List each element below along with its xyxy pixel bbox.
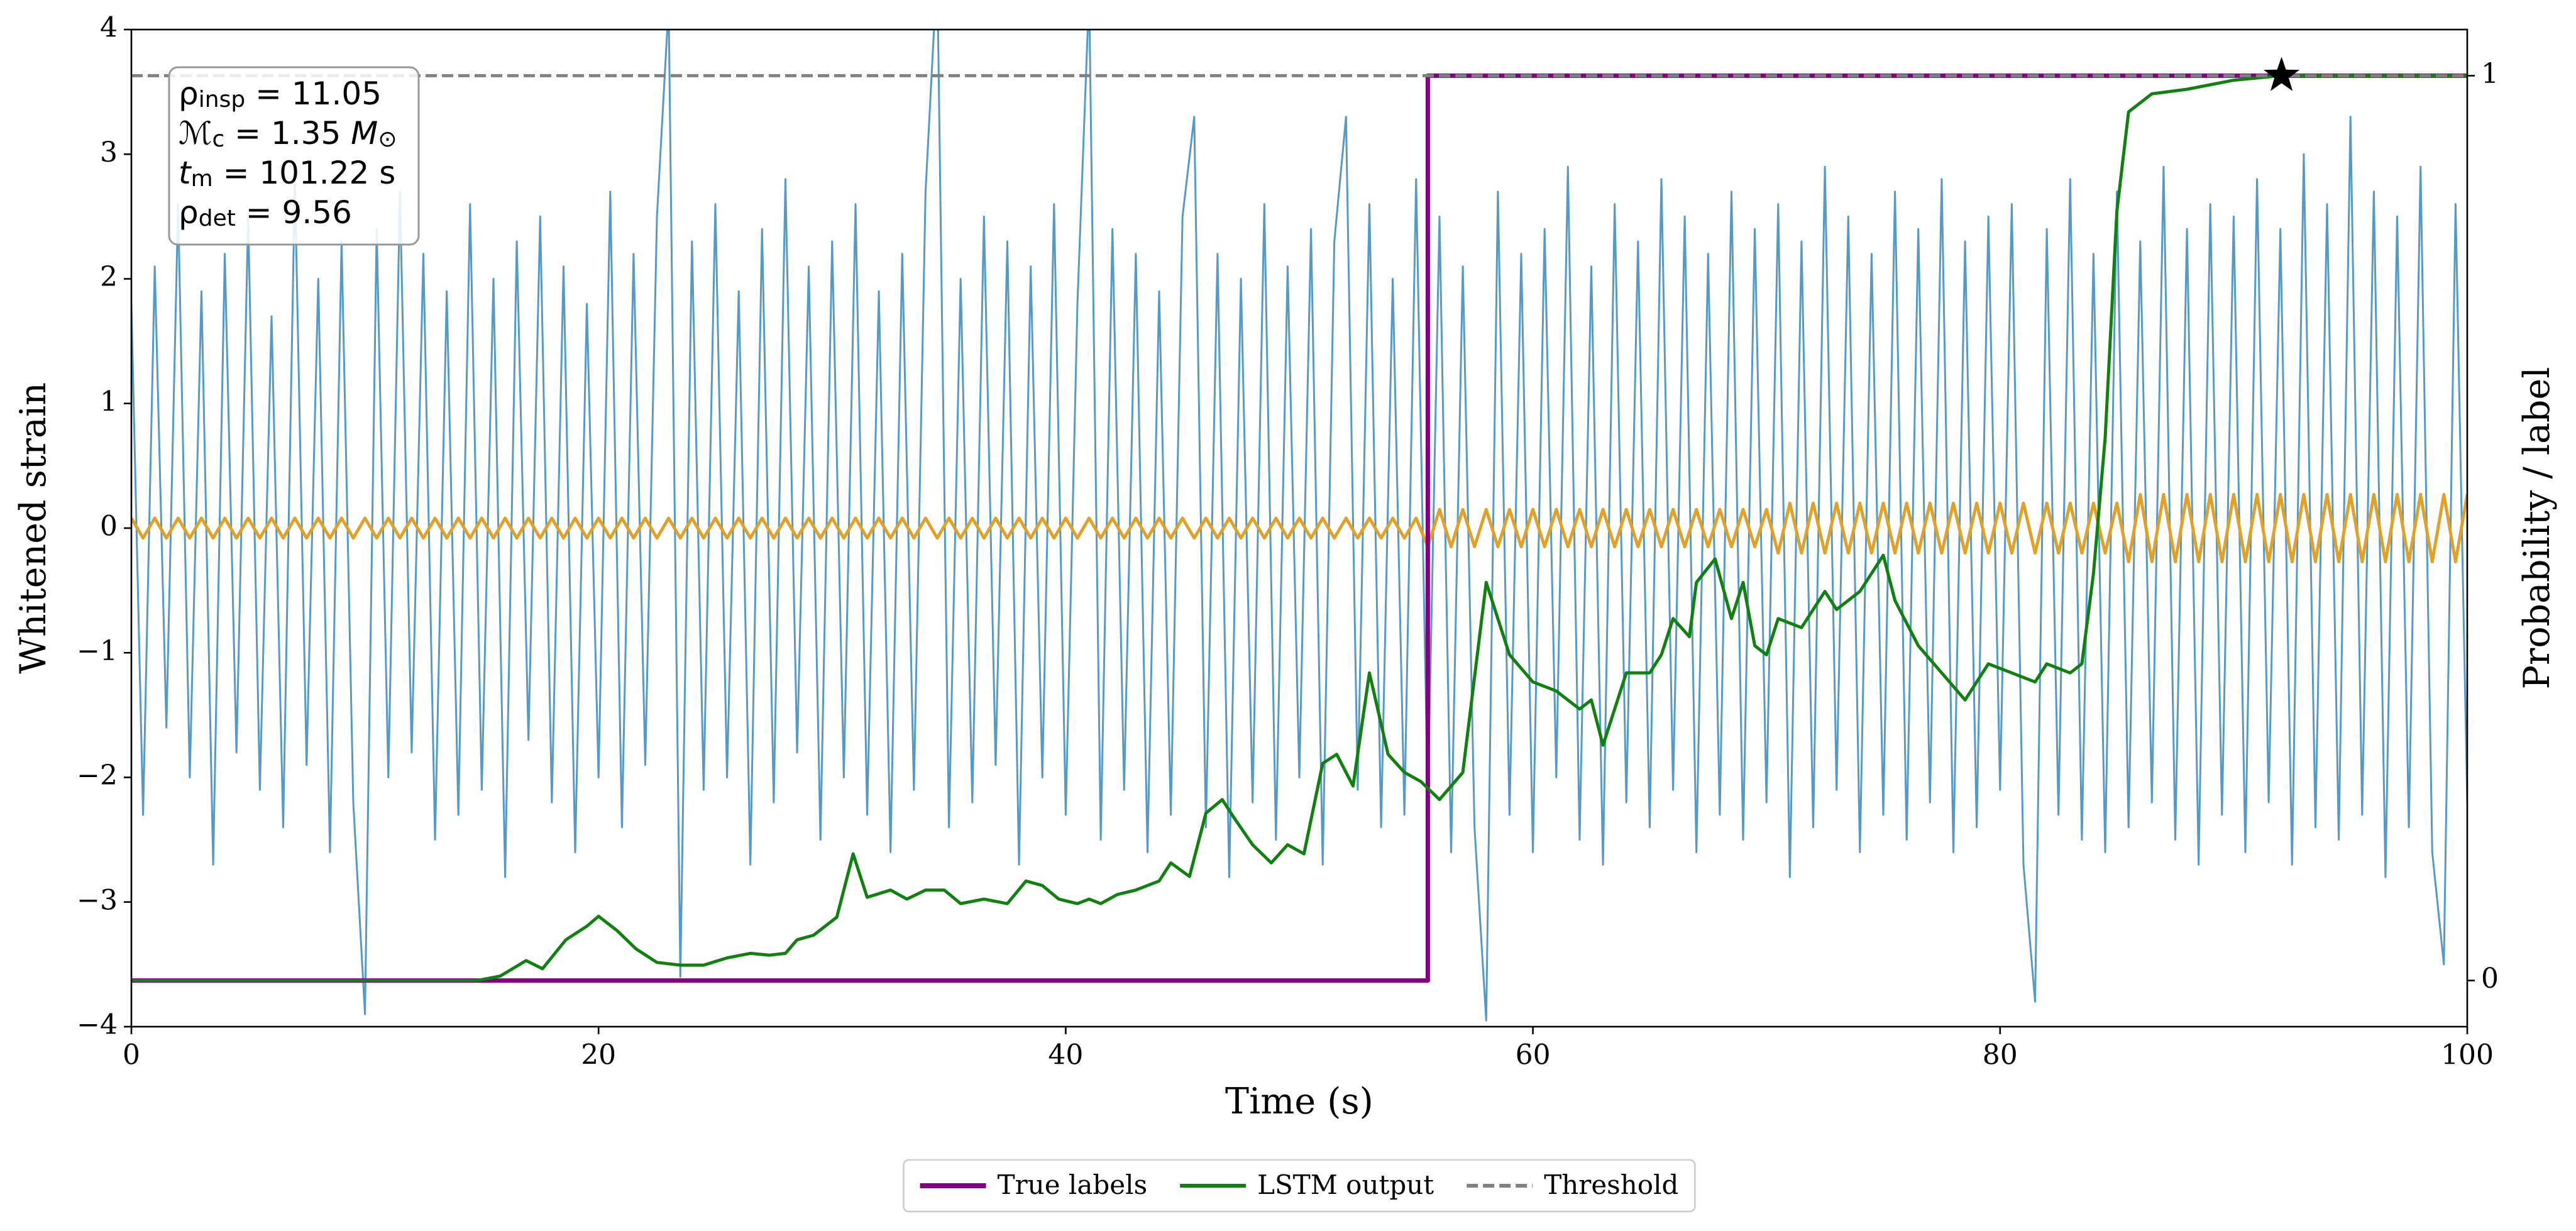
x-tick-label: 60 — [1516, 1039, 1551, 1071]
annotation-box — [168, 66, 420, 246]
annotation-part: = 9.56 — [236, 194, 352, 231]
y-tick-label: 1 — [100, 385, 118, 417]
annotation-part: ρ — [179, 75, 199, 112]
y-tick-label: −1 — [77, 635, 118, 667]
annotation-part: = 1.35 — [224, 115, 351, 152]
y-tick-label: −3 — [77, 884, 118, 916]
annotation-line: ρinsp = 11.05 — [179, 75, 382, 113]
annotation-line: tm = 101.22 s — [179, 155, 395, 192]
annotation-part: m — [191, 166, 213, 192]
x-tick-label: 0 — [123, 1039, 140, 1071]
x-tick-label: 40 — [1048, 1039, 1083, 1071]
star-marker — [2264, 57, 2300, 91]
series-line — [131, 493, 2467, 563]
x-tick-label: 100 — [2441, 1039, 2494, 1071]
annotation-part: ℳ — [179, 115, 212, 152]
annotation-part: t — [179, 155, 192, 191]
annotation-part: = 101.22 s — [213, 155, 396, 191]
annotation-part: det — [199, 206, 236, 231]
y2-tick-label: 1 — [2481, 58, 2499, 90]
y-tick-label: 2 — [100, 261, 118, 293]
annotation-part: = 11.05 — [245, 75, 382, 112]
y-tick-label: −4 — [77, 1009, 118, 1041]
y2-tick-label: 0 — [2481, 963, 2499, 995]
legend-label: LSTM output — [1257, 1169, 1434, 1200]
plot-frame — [130, 28, 2469, 1028]
series-line — [131, 74, 2467, 983]
legend: True labels LSTM output Threshold — [903, 1159, 1696, 1213]
y2-axis-label: Probability / label — [2516, 367, 2558, 690]
annotation-line: ℳc = 1.35 M⊙ — [179, 115, 397, 152]
series-line — [131, 30, 2467, 1022]
annotation-part: M — [351, 115, 378, 152]
plot-area — [131, 30, 2467, 1022]
x-tick-label: 20 — [581, 1039, 616, 1071]
x-tick-label: 80 — [1983, 1039, 2018, 1071]
annotation-part: ⊙ — [378, 126, 397, 152]
annotation-line: ρdet = 9.56 — [179, 194, 352, 231]
y-axis-label: Whitened strain — [13, 382, 54, 674]
legend-label: True labels — [998, 1169, 1148, 1200]
legend-box — [903, 1159, 1696, 1213]
y-tick-label: 4 — [100, 12, 118, 44]
y-tick-label: 0 — [100, 511, 118, 543]
y-tick-label: 3 — [100, 136, 118, 168]
legend-label: Threshold — [1544, 1169, 1678, 1200]
x-axis-label: Time (s) — [1225, 1081, 1373, 1122]
annotation-part: insp — [199, 87, 245, 113]
annotation-part: c — [212, 126, 224, 152]
y-tick-label: −2 — [77, 759, 118, 792]
annotation-part: ρ — [179, 194, 199, 231]
